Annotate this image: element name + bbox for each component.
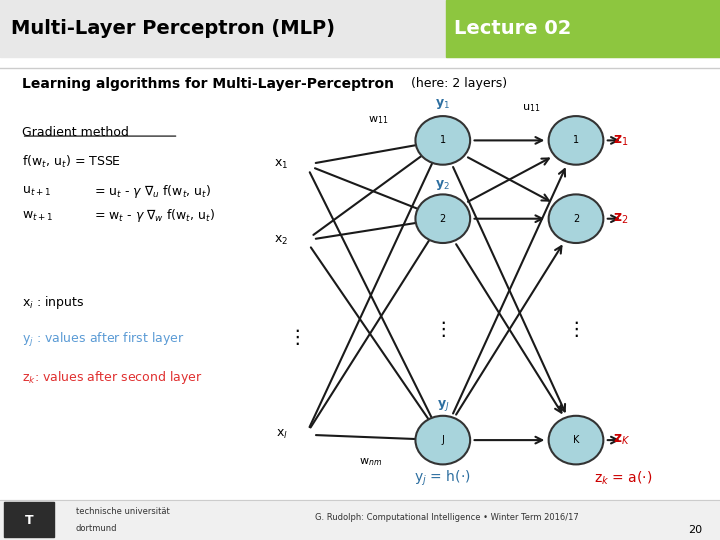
Text: Gradient method: Gradient method xyxy=(22,126,128,139)
Text: G. Rudolph: Computational Intelligence • Winter Term 2016/17: G. Rudolph: Computational Intelligence •… xyxy=(315,513,578,522)
Ellipse shape xyxy=(549,116,603,165)
Text: w$_{11}$: w$_{11}$ xyxy=(368,114,388,126)
Ellipse shape xyxy=(549,416,603,464)
Text: z$_2$: z$_2$ xyxy=(613,212,629,226)
Text: u$_{11}$: u$_{11}$ xyxy=(522,102,540,114)
Text: x$_l$: x$_l$ xyxy=(276,428,288,441)
Text: x$_i$ : inputs: x$_i$ : inputs xyxy=(22,294,84,311)
Text: T: T xyxy=(24,514,33,526)
Text: Lecture 02: Lecture 02 xyxy=(454,19,571,38)
Text: w$_{nm}$: w$_{nm}$ xyxy=(359,456,382,468)
Text: x$_2$: x$_2$ xyxy=(274,234,288,247)
Text: 20: 20 xyxy=(688,525,702,535)
Text: 2: 2 xyxy=(440,214,446,224)
Ellipse shape xyxy=(415,416,470,464)
Bar xyxy=(0,500,720,540)
Text: z$_k$ = a($\cdot$): z$_k$ = a($\cdot$) xyxy=(593,469,652,487)
Text: y$_j$ : values after first layer: y$_j$ : values after first layer xyxy=(22,331,184,349)
Bar xyxy=(446,0,720,57)
Text: ⋮: ⋮ xyxy=(566,320,586,339)
Text: 1: 1 xyxy=(440,136,446,145)
Text: z$_k$: values after second layer: z$_k$: values after second layer xyxy=(22,369,202,387)
Bar xyxy=(4,502,54,537)
Bar xyxy=(0,0,720,57)
Text: = w$_t$ - $\gamma$ $\nabla_w$ f(w$_t$, u$_t$): = w$_t$ - $\gamma$ $\nabla_w$ f(w$_t$, u… xyxy=(94,207,215,225)
Text: f(w$_t$, u$_t$) = TSSE: f(w$_t$, u$_t$) = TSSE xyxy=(22,154,121,170)
Text: dortmund: dortmund xyxy=(76,524,117,532)
Text: (here: 2 layers): (here: 2 layers) xyxy=(407,77,507,90)
Text: y$_j$ = h($\cdot$): y$_j$ = h($\cdot$) xyxy=(415,468,471,488)
Ellipse shape xyxy=(415,116,470,165)
Text: z$_K$: z$_K$ xyxy=(613,433,631,447)
Ellipse shape xyxy=(415,194,470,243)
Text: w$_{t+1}$: w$_{t+1}$ xyxy=(22,210,53,222)
Text: y$_1$: y$_1$ xyxy=(436,97,450,111)
Ellipse shape xyxy=(549,194,603,243)
Text: = u$_t$ - $\gamma$ $\nabla_u$ f(w$_t$, u$_t$): = u$_t$ - $\gamma$ $\nabla_u$ f(w$_t$, u… xyxy=(94,183,211,200)
Text: Learning algorithms for Multi-Layer-Perceptron: Learning algorithms for Multi-Layer-Perc… xyxy=(22,77,394,91)
Text: 2: 2 xyxy=(573,214,579,224)
Text: technische universität: technische universität xyxy=(76,508,169,516)
Text: y$_J$: y$_J$ xyxy=(436,398,449,413)
Text: 1: 1 xyxy=(573,136,579,145)
Text: u$_{t+1}$: u$_{t+1}$ xyxy=(22,185,50,198)
Text: J: J xyxy=(441,435,444,445)
Text: ⋮: ⋮ xyxy=(287,328,307,347)
Text: K: K xyxy=(573,435,579,445)
Text: y$_2$: y$_2$ xyxy=(436,178,450,192)
Text: x$_1$: x$_1$ xyxy=(274,158,288,171)
Text: z$_1$: z$_1$ xyxy=(613,133,629,147)
Text: Multi-Layer Perceptron (MLP): Multi-Layer Perceptron (MLP) xyxy=(11,19,335,38)
Text: ⋮: ⋮ xyxy=(433,320,453,339)
